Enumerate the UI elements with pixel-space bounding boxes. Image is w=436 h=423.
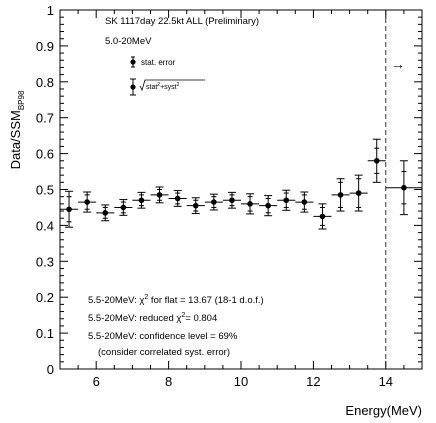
- x-tick-label: 6: [93, 374, 100, 389]
- reduced-chi2-annotation: 5.5-20MeV: reduced χ2= 0.804: [88, 312, 217, 324]
- y-tick-label: 0.9: [36, 39, 54, 54]
- axis-ticks: [60, 9, 422, 370]
- data-point: [150, 186, 169, 204]
- data-marker: [337, 192, 344, 198]
- header-line1: SK 1117day 22.5kt ALL (Preliminary): [105, 16, 259, 27]
- data-marker: [138, 197, 145, 204]
- confidence-annotation: 5.5-20MeV: confidence level = 69%: [88, 331, 238, 342]
- data-point: [60, 190, 79, 228]
- data-point: [78, 191, 97, 213]
- y-tick-label: 1: [47, 3, 54, 18]
- x-tick-label: 14: [379, 374, 393, 389]
- data-point: [96, 204, 115, 222]
- data-marker: [229, 197, 235, 204]
- data-marker: [156, 192, 163, 198]
- legend-stat-label: stat. error: [141, 58, 176, 67]
- legend-sqrt-sign: [139, 79, 205, 92]
- data-marker: [355, 190, 362, 196]
- y-tick-label: 0.6: [36, 147, 54, 162]
- x-tick-label: 10: [234, 374, 248, 389]
- data-points: [60, 138, 422, 230]
- data-marker: [319, 213, 326, 220]
- data-point: [168, 190, 187, 207]
- header-line2: 5.0-20MeV: [105, 36, 152, 47]
- data-marker: [84, 199, 90, 205]
- data-point: [204, 193, 223, 211]
- x-axis-title: Energy(MeV): [345, 403, 422, 418]
- y-tick-label: 0: [47, 362, 54, 377]
- note-annotation: (consider correlated syst. error): [98, 347, 230, 358]
- data-marker: [247, 201, 253, 207]
- data-point: [114, 199, 133, 216]
- y-tick-label: 0.2: [36, 290, 54, 305]
- data-point: [349, 174, 368, 212]
- data-point: [132, 191, 151, 209]
- data-marker: [301, 199, 308, 205]
- y-tick-label: 0.7: [36, 111, 54, 126]
- data-marker: [120, 204, 127, 211]
- y-tick-label: 0.8: [36, 75, 54, 90]
- x-tick-label: 8: [165, 374, 172, 389]
- legend-syst-marker: [130, 84, 136, 90]
- data-marker: [66, 206, 72, 213]
- data-marker: [373, 157, 380, 164]
- data-marker: [401, 184, 407, 191]
- y-tick-label: 0.4: [36, 218, 54, 233]
- x-tick-label: 12: [306, 374, 320, 389]
- data-point: [331, 178, 350, 212]
- legend-syst-label: stat2+syst2: [146, 82, 180, 91]
- y-tick-label: 0.1: [36, 326, 54, 341]
- data-marker: [102, 210, 109, 216]
- data-point: [385, 160, 422, 216]
- data-marker: [192, 202, 199, 209]
- data-point: [186, 197, 205, 215]
- data-point: [277, 189, 296, 211]
- overflow-arrow: →: [391, 56, 405, 72]
- tick-labels: 0 0.1 0.2 0.3 0.4 0.5 0.6 0.7 0.8 0.9 1 6 8 10 12 14: [36, 3, 393, 389]
- data-marker: [174, 195, 181, 202]
- y-axis-title: Data/SSMBP98: [8, 90, 26, 169]
- legend-stat-marker: [130, 59, 136, 65]
- y-tick-label: 0.3: [36, 254, 54, 269]
- data-point: [241, 193, 260, 215]
- legend: stat. error stat2+syst2: [130, 56, 205, 96]
- y-tick-label: 0.5: [36, 183, 54, 198]
- data-point: [367, 138, 386, 183]
- data-point: [259, 195, 278, 217]
- data-marker: [265, 202, 271, 209]
- data-marker: [211, 199, 217, 205]
- data-point: [222, 191, 241, 209]
- data-point: [295, 191, 314, 213]
- chi2-annotation: 5.5-20MeV: χ2 for flat = 13.67 (18-1 d.o…: [88, 294, 264, 306]
- data-point: [313, 203, 332, 230]
- data-marker: [283, 197, 290, 204]
